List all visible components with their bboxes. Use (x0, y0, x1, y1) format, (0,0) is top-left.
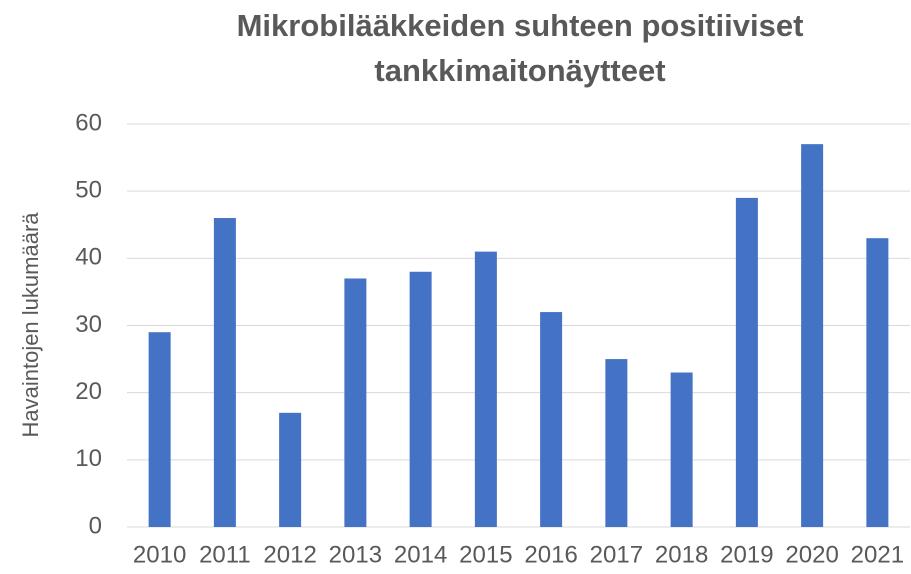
y-tick-label: 60 (75, 109, 102, 136)
x-tick-label: 2014 (394, 541, 447, 568)
y-tick-label: 40 (75, 244, 102, 271)
x-tick-label: 2021 (851, 541, 904, 568)
x-tick-label: 2017 (590, 541, 643, 568)
chart-title: Mikrobilääkkeiden suhteen positiiviset (237, 8, 804, 43)
bar (474, 251, 497, 527)
bar (279, 412, 302, 527)
y-tick-label: 0 (89, 512, 102, 539)
bar (409, 271, 432, 527)
chart-title: tankkimaitonäytteet (374, 53, 665, 88)
bar (801, 144, 824, 527)
x-tick-label: 2010 (133, 541, 186, 568)
x-tick-label: 2019 (720, 541, 773, 568)
bar (670, 372, 693, 527)
bar (866, 238, 889, 527)
bar (344, 278, 367, 527)
y-axis-label: Havaintojen lukumäärä (18, 212, 43, 438)
y-tick-label: 50 (75, 177, 102, 204)
bar (735, 197, 758, 527)
y-tick-label: 30 (75, 311, 102, 338)
x-tick-label: 2018 (655, 541, 708, 568)
bar (605, 359, 628, 527)
y-tick-label: 20 (75, 378, 102, 405)
x-tick-label: 2020 (785, 541, 838, 568)
x-tick-label: 2015 (459, 541, 512, 568)
x-tick-label: 2016 (524, 541, 577, 568)
x-tick-label: 2012 (263, 541, 316, 568)
bar (148, 332, 171, 527)
bar (213, 218, 236, 528)
x-tick-label: 2011 (199, 541, 251, 568)
y-tick-label: 10 (75, 445, 102, 472)
bar (540, 312, 563, 527)
x-tick-label: 2013 (329, 541, 382, 568)
